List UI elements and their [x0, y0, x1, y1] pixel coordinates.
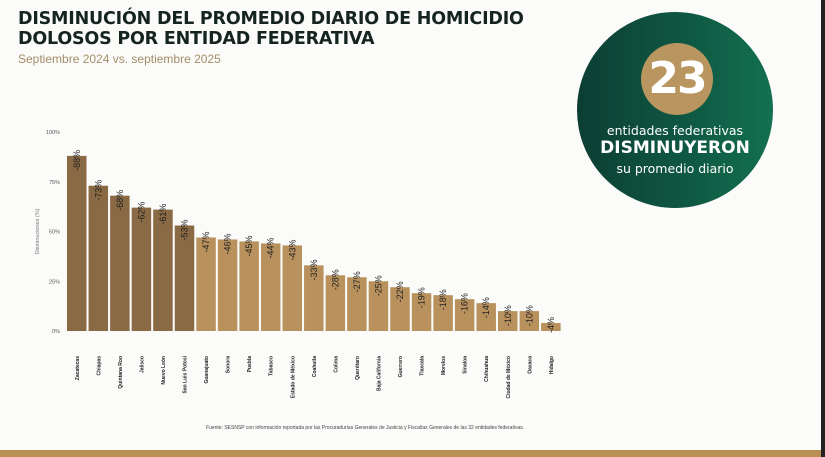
- category-label: Chiapas: [96, 356, 102, 376]
- page-subtitle: Septiembre 2024 vs. septiembre 2025: [18, 52, 221, 66]
- bar: [131, 207, 152, 331]
- value-label: -46%: [223, 233, 233, 254]
- value-label: -4%: [546, 317, 556, 333]
- footer-gold-band: [0, 450, 825, 457]
- category-label: Morelos: [441, 356, 447, 375]
- y-tick-label: 50%: [49, 230, 60, 236]
- value-label: -18%: [438, 289, 448, 310]
- bar-chart: 0% 25% 50% 75% 100% Disminuciones (%) -88% Zaca…: [35, 130, 561, 399]
- source-note: Fuente: SESNSP con información reportada…: [206, 425, 525, 431]
- category-label: Coahuila: [312, 356, 318, 377]
- bar: [217, 239, 238, 331]
- bar: [476, 303, 496, 331]
- value-label: -88%: [72, 150, 82, 171]
- window-edge: [821, 0, 825, 457]
- y-axis-label: Disminuciones (%): [35, 208, 41, 254]
- bar: [196, 237, 216, 331]
- value-label: -16%: [460, 293, 470, 314]
- value-label: -62%: [136, 202, 146, 223]
- value-label: -10%: [524, 305, 534, 326]
- bar: [67, 155, 87, 331]
- bar: [541, 323, 561, 331]
- category-label: Sinaloa: [463, 356, 469, 374]
- value-label: -45%: [244, 235, 254, 256]
- value-label: -22%: [395, 281, 405, 302]
- bar: [88, 185, 109, 331]
- bar: [454, 299, 475, 331]
- bar: [390, 287, 410, 331]
- category-label: Guerrero: [398, 356, 404, 377]
- bar: [347, 277, 367, 331]
- category-label: Oaxaca: [527, 356, 533, 374]
- category-label: Colima: [333, 356, 339, 373]
- value-label: -10%: [503, 305, 513, 326]
- category-label: Querétaro: [355, 356, 361, 380]
- value-label: -27%: [352, 271, 362, 292]
- category-label: Baja California: [376, 356, 382, 391]
- category-label: Nuevo León: [161, 356, 167, 385]
- category-label: Tlaxcala: [420, 356, 426, 376]
- badge-line3: su promedio diario: [616, 161, 734, 176]
- value-label: -73%: [93, 180, 103, 201]
- bar: [368, 281, 389, 331]
- value-label: -47%: [201, 231, 211, 252]
- category-label: Estado de México: [290, 356, 296, 398]
- y-tick-label: 75%: [49, 180, 60, 186]
- page-title: DISMINUCIÓN DEL PROMEDIO DIARIO DE HOMIC…: [18, 9, 524, 49]
- bar: [519, 311, 540, 331]
- badge-number: 23: [641, 43, 713, 115]
- category-label: Quintana Roo: [118, 356, 124, 389]
- badge-line2: DISMINUYERON: [600, 138, 750, 158]
- category-label: Zacatecas: [75, 356, 81, 380]
- value-label: -14%: [481, 297, 491, 318]
- value-label: -43%: [287, 239, 297, 260]
- category-label: San Luis Potosí: [183, 355, 189, 393]
- category-label: Hidalgo: [549, 356, 555, 374]
- value-label: -28%: [330, 269, 340, 290]
- bar: [282, 245, 302, 331]
- bar: [498, 311, 518, 331]
- value-label: -33%: [309, 259, 319, 280]
- bar: [260, 243, 281, 331]
- bar: [174, 225, 195, 331]
- bar: [433, 295, 453, 331]
- bar: [411, 293, 432, 331]
- bar: [110, 195, 130, 331]
- bar: [325, 275, 346, 331]
- value-label: -61%: [158, 204, 168, 225]
- category-label: Guanajuato: [204, 356, 210, 384]
- value-label: -53%: [180, 220, 190, 241]
- badge-line1: entidades federativas: [606, 123, 744, 138]
- value-label: -68%: [115, 190, 125, 211]
- category-label: Jalisco: [139, 356, 145, 373]
- y-tick-label: 0%: [52, 329, 60, 335]
- value-label: -19%: [417, 287, 427, 308]
- category-label: Sonora: [226, 356, 232, 373]
- category-label: Tabasco: [269, 356, 275, 376]
- bar: [239, 241, 259, 331]
- value-label: -25%: [373, 275, 383, 296]
- category-label: Chihuahua: [484, 356, 490, 382]
- value-label: -44%: [266, 237, 276, 258]
- summary-badge: 23 entidades federativas DISMINUYERON su…: [577, 12, 773, 208]
- bar: [153, 209, 173, 331]
- category-label: Puebla: [247, 356, 253, 373]
- category-label: Ciudad de México: [506, 356, 512, 399]
- bar: [304, 265, 324, 331]
- y-tick-label: 100%: [46, 130, 60, 136]
- y-tick-label: 25%: [49, 279, 60, 285]
